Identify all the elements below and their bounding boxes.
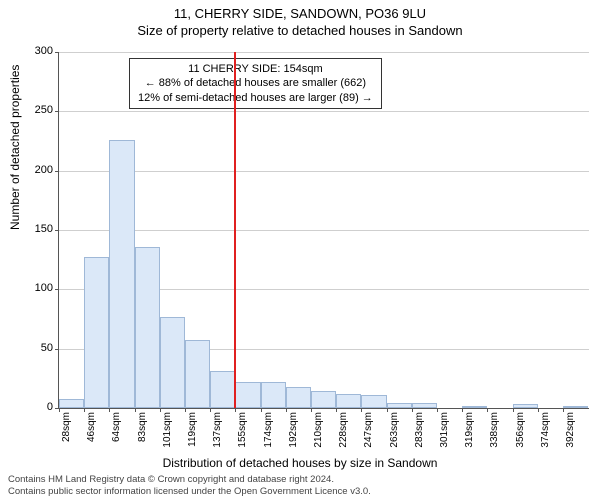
reference-line [234,52,236,408]
histogram-bar [361,395,386,408]
ytick-label: 150 [23,223,53,235]
footer-line: Contains HM Land Registry data © Crown c… [8,474,371,485]
histogram-bar [235,382,260,408]
histogram-bar [59,399,84,408]
gridline [59,111,589,112]
xtick-label: 263sqm [389,412,400,452]
chart-container: 11, CHERRY SIDE, SANDOWN, PO36 9LU Size … [0,0,600,500]
xtick-mark [286,408,287,412]
xtick-label: 356sqm [515,412,526,452]
ytick-mark [55,349,59,350]
xtick-label: 374sqm [540,412,551,452]
xtick-label: 228sqm [338,412,349,452]
xtick-label: 247sqm [363,412,374,452]
histogram-bar [185,340,210,408]
ytick-label: 100 [23,282,53,294]
footer-credits: Contains HM Land Registry data © Crown c… [8,474,371,497]
xtick-label: 392sqm [565,412,576,452]
xtick-mark [563,408,564,412]
xtick-label: 101sqm [162,412,173,452]
ytick-label: 250 [23,104,53,116]
annotation-line: ← 88% of detached houses are smaller (66… [138,76,373,90]
ytick-label: 0 [23,401,53,413]
histogram-bar [109,140,134,408]
histogram-bar [462,406,487,408]
chart-title: 11, CHERRY SIDE, SANDOWN, PO36 9LU [0,0,600,21]
ytick-label: 300 [23,45,53,57]
annotation-line: 11 CHERRY SIDE: 154sqm [138,62,373,76]
xtick-label: 338sqm [489,412,500,452]
plot-area: 11 CHERRY SIDE: 154sqm ← 88% of detached… [58,52,589,409]
xtick-mark [311,408,312,412]
histogram-bar [135,247,160,408]
footer-line: Contains public sector information licen… [8,486,371,497]
xtick-label: 119sqm [187,412,198,452]
ytick-label: 200 [23,164,53,176]
xtick-label: 174sqm [263,412,274,452]
xtick-label: 192sqm [288,412,299,452]
histogram-bar [311,391,336,408]
annotation-line: 12% of semi-detached houses are larger (… [138,91,373,105]
xtick-mark [513,408,514,412]
histogram-bar [210,371,235,408]
annotation-box: 11 CHERRY SIDE: 154sqm ← 88% of detached… [129,58,382,109]
xtick-mark [387,408,388,412]
ytick-label: 50 [23,342,53,354]
histogram-bar [387,403,412,408]
xtick-mark [412,408,413,412]
histogram-bar [513,404,538,408]
y-axis-label: Number of detached properties [8,65,22,230]
xtick-mark [437,408,438,412]
xtick-mark [261,408,262,412]
xtick-label: 64sqm [111,412,122,452]
histogram-bar [563,406,588,408]
xtick-label: 155sqm [237,412,248,452]
histogram-bar [336,394,361,408]
gridline [59,52,589,53]
xtick-label: 46sqm [86,412,97,452]
histogram-bar [412,403,437,408]
xtick-mark [160,408,161,412]
histogram-bar [84,257,109,408]
xtick-mark [59,408,60,412]
ytick-mark [55,171,59,172]
xtick-label: 28sqm [61,412,72,452]
xtick-label: 137sqm [212,412,223,452]
histogram-bar [286,387,311,408]
gridline [59,230,589,231]
ytick-mark [55,52,59,53]
xtick-mark [135,408,136,412]
xtick-label: 83sqm [137,412,148,452]
histogram-bar [261,382,286,408]
gridline [59,171,589,172]
xtick-mark [538,408,539,412]
xtick-mark [185,408,186,412]
xtick-label: 301sqm [439,412,450,452]
x-axis-label: Distribution of detached houses by size … [0,456,600,470]
xtick-label: 319sqm [464,412,475,452]
xtick-label: 210sqm [313,412,324,452]
xtick-label: 283sqm [414,412,425,452]
ytick-mark [55,111,59,112]
chart-subtitle: Size of property relative to detached ho… [0,21,600,38]
ytick-mark [55,230,59,231]
ytick-mark [55,289,59,290]
histogram-bar [160,317,185,408]
